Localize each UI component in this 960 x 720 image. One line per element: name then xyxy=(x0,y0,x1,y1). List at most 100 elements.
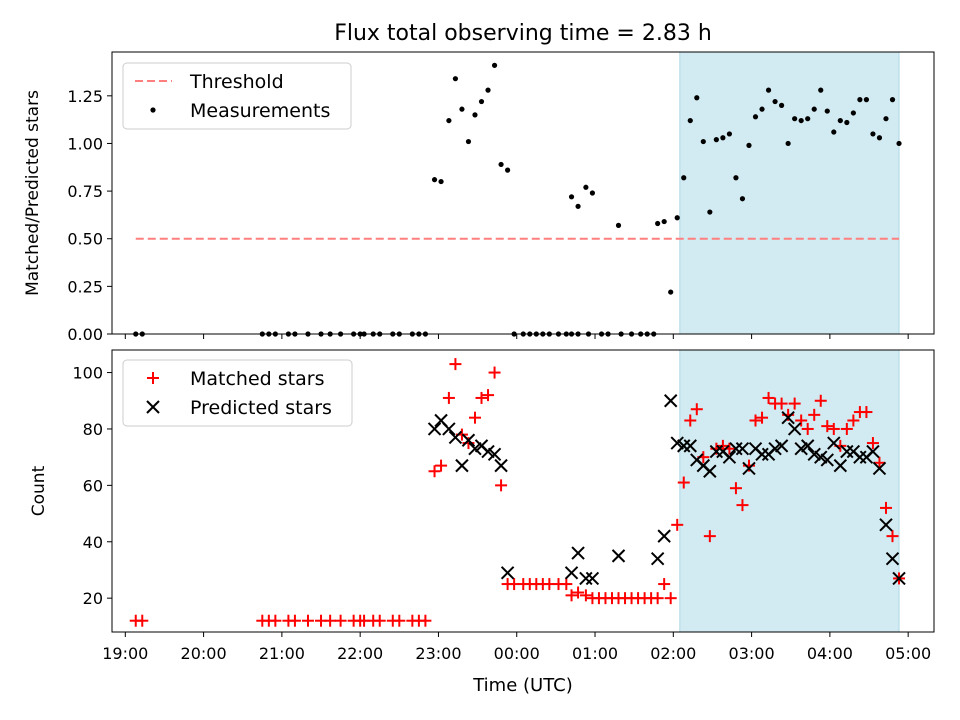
measurement-point xyxy=(615,222,622,228)
measurement-point xyxy=(668,289,674,295)
x-tick-label: 04:00 xyxy=(807,644,853,663)
measurement-point xyxy=(575,203,581,209)
predicted-point xyxy=(709,444,724,459)
matched-point xyxy=(651,592,664,605)
measurement-point xyxy=(896,140,902,147)
predicted-legend-label: Predicted stars xyxy=(190,397,332,419)
bottom-legend: Matched stars Predicted stars xyxy=(122,359,353,427)
predicted-point xyxy=(885,551,900,566)
y-tick-label: 1.00 xyxy=(67,134,103,153)
measurement-point xyxy=(681,175,687,181)
measurement-point xyxy=(438,178,444,185)
predicted-point xyxy=(866,444,880,459)
y-tick-label: 100 xyxy=(72,364,103,383)
measurement-point xyxy=(583,184,589,190)
measurement-point xyxy=(478,98,485,105)
matched-point xyxy=(677,476,690,489)
predicted-point xyxy=(579,571,593,586)
matched-point xyxy=(495,479,508,492)
matched-legend-handle xyxy=(147,372,159,384)
matched-point xyxy=(847,414,860,427)
top-axes: 0.00 0.25 0.50 0.75 1.00 1.25 Matched/Predict… xyxy=(23,51,935,344)
matched-point xyxy=(468,411,481,424)
measurement-point xyxy=(568,194,575,200)
x-tick-label: 00:00 xyxy=(494,644,540,663)
predicted-point xyxy=(774,439,789,453)
measurement-point xyxy=(700,138,706,145)
matched-point xyxy=(840,422,853,435)
bottom-axes-frame xyxy=(111,349,935,633)
measurement-point xyxy=(746,142,752,148)
measurement-point xyxy=(674,215,680,221)
matched-point xyxy=(821,420,834,433)
predicted-point xyxy=(787,422,802,436)
measurements-legend-handle xyxy=(150,107,156,113)
x-tick-label: 22:00 xyxy=(337,644,383,663)
matched-point xyxy=(749,414,762,427)
matched-point xyxy=(419,614,432,627)
predicted-point xyxy=(722,450,737,464)
predicted-point xyxy=(650,551,665,566)
matched-point xyxy=(435,459,448,472)
measurement-point xyxy=(818,87,824,93)
predicted-point xyxy=(657,529,671,543)
measurement-point xyxy=(707,209,713,215)
matched-point xyxy=(324,614,337,627)
chart-title: Flux total observing time = 2.83 h xyxy=(334,21,712,46)
x-tick-label: 21:00 xyxy=(259,644,305,663)
matched-point xyxy=(482,389,495,402)
matched-point xyxy=(565,589,578,602)
matched-point xyxy=(684,414,697,427)
predicted-point xyxy=(494,458,508,473)
matched-point xyxy=(775,397,788,410)
threshold-legend-label: Threshold xyxy=(189,71,284,93)
predicted-legend-handle xyxy=(146,400,160,414)
top-ylabel: Matched/Predicted stars xyxy=(23,90,43,296)
measurement-point xyxy=(779,102,785,108)
predicted-point xyxy=(663,394,678,408)
matched-point xyxy=(756,411,769,424)
measurement-point xyxy=(739,196,746,202)
matched-point xyxy=(579,589,592,602)
predicted-point xyxy=(487,447,502,462)
top-legend: Threshold Measurements xyxy=(122,62,352,130)
matched-point xyxy=(136,614,149,627)
bottom-axes: 20 40 60 80 100 19:00 20:00 21:00 22:00 23:00 00:… xyxy=(29,349,935,696)
predicted-point xyxy=(820,453,834,467)
measurement-point xyxy=(844,119,850,126)
x-tick-label: 01:00 xyxy=(572,644,618,663)
shaded-span xyxy=(679,349,900,633)
matched-point xyxy=(373,614,386,627)
measurement-point xyxy=(759,106,765,112)
predicted-point xyxy=(703,464,717,478)
measurements-legend-label: Measurements xyxy=(190,100,330,122)
measurement-point xyxy=(431,177,438,183)
predicted-point xyxy=(800,439,815,453)
measurement-point xyxy=(465,138,472,145)
measurement-point xyxy=(792,116,798,122)
predicted-point xyxy=(840,444,854,459)
y-tick-label: 0.25 xyxy=(67,277,103,296)
matched-point xyxy=(428,465,441,478)
predicted-point xyxy=(677,439,691,453)
measurement-point xyxy=(752,114,759,120)
predicted-point xyxy=(455,458,469,473)
measurement-point xyxy=(589,190,596,196)
predicted-point xyxy=(448,430,463,445)
matched-point xyxy=(716,439,729,452)
x-tick-label: 23:00 xyxy=(415,644,461,663)
matched-point xyxy=(449,358,462,371)
matched-point xyxy=(866,437,879,450)
predicted-point xyxy=(564,566,579,580)
measurement-point xyxy=(876,135,883,141)
predicted-point xyxy=(571,546,585,560)
predicted-point xyxy=(742,461,756,476)
measurement-point xyxy=(850,110,856,116)
matched-point xyxy=(729,482,742,495)
measurement-point xyxy=(863,97,870,103)
matched-point xyxy=(301,614,314,627)
measurement-point xyxy=(505,167,511,173)
matched-point xyxy=(860,406,873,419)
predicted-point xyxy=(500,566,515,580)
measurement-point xyxy=(889,97,896,103)
